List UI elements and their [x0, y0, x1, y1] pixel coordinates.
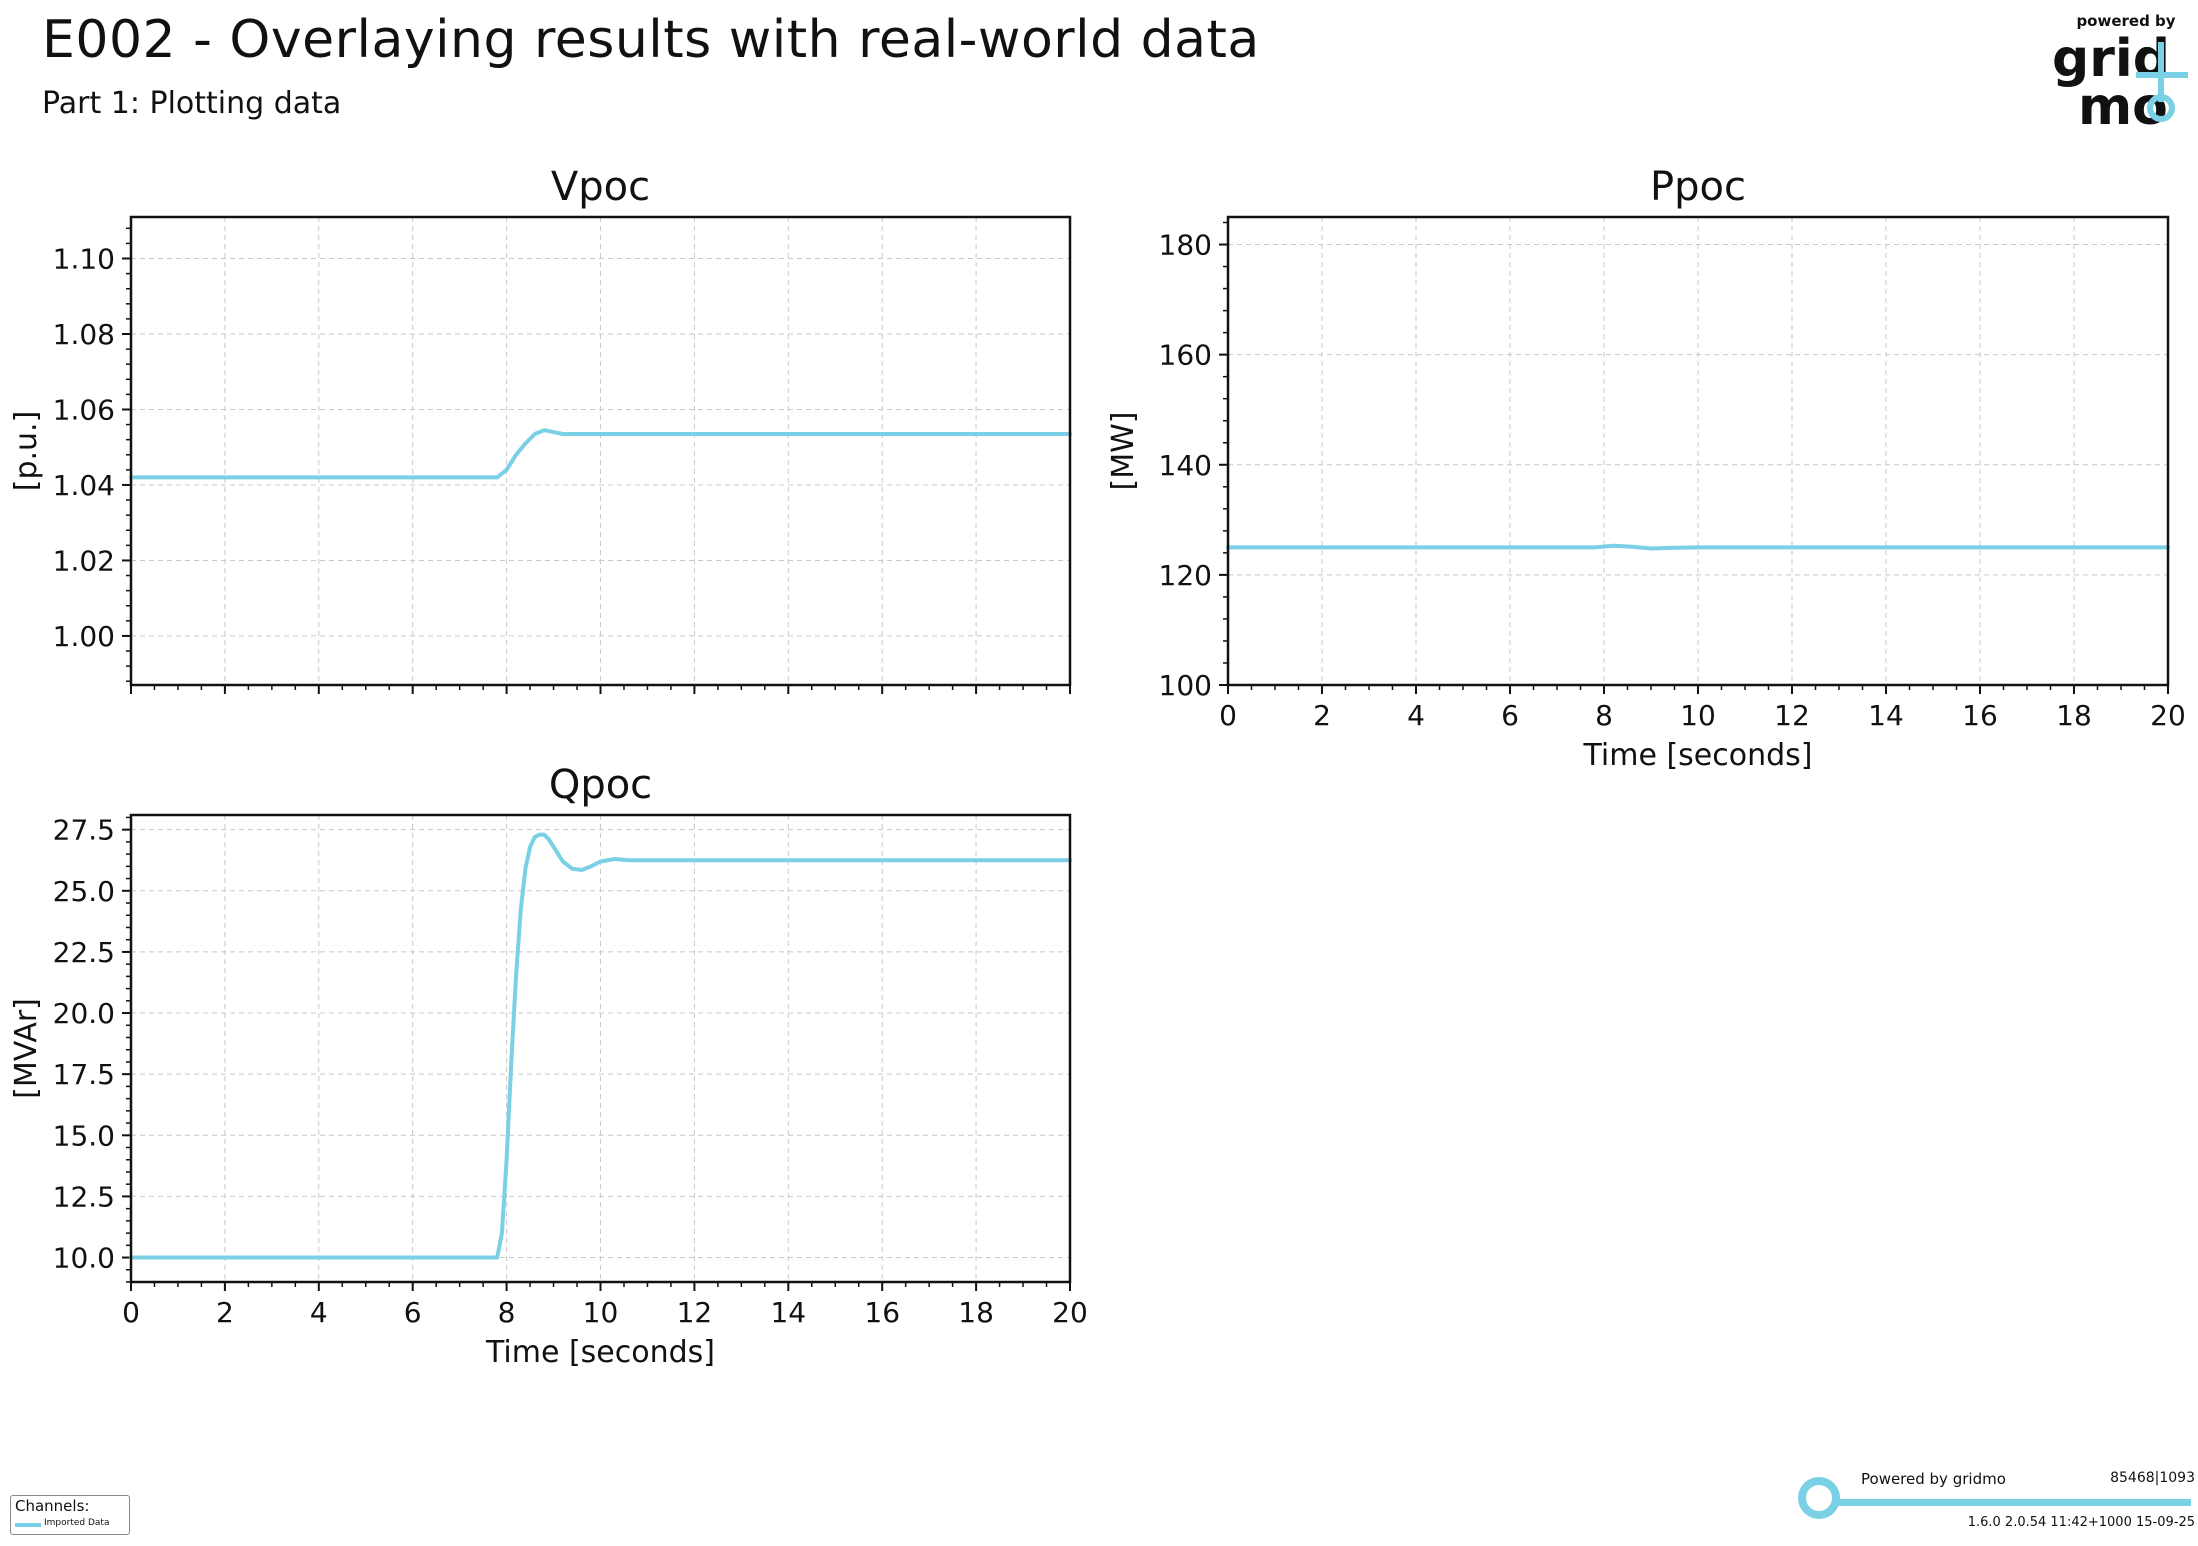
x-tick-label: 14 [1868, 699, 1904, 732]
x-tick-label: 18 [958, 1296, 994, 1329]
y-tick-label: 160 [1159, 339, 1212, 372]
x-axis-label: Time [seconds] [485, 1335, 715, 1370]
y-tick-label: 1.02 [53, 544, 115, 577]
y-tick-label: 17.5 [53, 1058, 115, 1091]
x-tick-label: 20 [2150, 699, 2186, 732]
grid [1227, 217, 2169, 686]
y-tick-label: 1.10 [53, 243, 115, 276]
x-tick-label: 2 [216, 1296, 234, 1329]
x-tick-label: 18 [2056, 699, 2092, 732]
y-tick-label: 140 [1159, 449, 1212, 482]
plot-frame [129, 215, 1072, 687]
y-tick-label: 10.0 [53, 1242, 115, 1275]
y-tick-label: 180 [1159, 229, 1212, 262]
y-tick-label: 20.0 [53, 997, 115, 1030]
footer-credit: Powered by gridmo [1861, 1470, 2006, 1488]
series-line [129, 832, 1072, 1260]
y-tick-label: 1.06 [53, 393, 115, 426]
legend: Channels: Imported Data [10, 1495, 130, 1535]
chart-title: Qpoc [549, 762, 652, 808]
x-tick-label: 0 [1219, 699, 1237, 732]
page-subtitle: Part 1: Plotting data [42, 86, 342, 121]
footer-id: 85468|1093 [2110, 1470, 2195, 1486]
grid [130, 217, 1071, 685]
legend-swatch [15, 1523, 41, 1527]
footer: Powered by gridmo 85468|1093 1.6.0 2.0.5… [1795, 1465, 2195, 1540]
legend-item: Imported Data [44, 1518, 110, 1528]
plot-frame [129, 813, 1072, 1284]
x-tick-label: 0 [122, 1296, 140, 1329]
chart-title: Vpoc [551, 164, 650, 210]
x-tick-label: 20 [1052, 1296, 1088, 1329]
x-tick-label: 4 [1407, 699, 1425, 732]
svg-text:powered by: powered by [2076, 12, 2175, 30]
y-tick-label: 100 [1159, 669, 1212, 702]
chart-2: 0 2 4 6 8 10 12 14 16 18 20 10.0 12.5 15.0 17.5 20.0 22.… [9, 762, 1088, 1370]
y-tick-label: 1.04 [53, 469, 115, 502]
x-tick-label: 6 [1501, 699, 1519, 732]
x-tick-label: 14 [770, 1296, 806, 1329]
footer-ring-icon [1798, 1477, 1840, 1519]
x-tick-label: 4 [310, 1296, 328, 1329]
y-axis-label: [MW] [1106, 412, 1141, 491]
x-axis-label: Time [seconds] [1583, 738, 1813, 773]
gridmo-logo: powered by grid mo [2052, 12, 2188, 130]
y-tick-label: 1.08 [53, 318, 115, 351]
x-tick-label: 2 [1313, 699, 1331, 732]
chart-1: 0 2 4 6 8 10 12 14 16 18 20 100 120 140 160 180 Ppoc [MW]… [1106, 164, 2186, 773]
footer-version: 1.6.0 2.0.54 11:42+1000 15-09-25 [1967, 1515, 2195, 1530]
y-tick-label: 12.5 [53, 1180, 115, 1213]
y-tick-label: 22.5 [53, 936, 115, 969]
x-tick-label: 12 [1774, 699, 1810, 732]
x-tick-label: 16 [864, 1296, 900, 1329]
x-tick-label: 8 [498, 1296, 516, 1329]
svg-text:grid: grid [2052, 29, 2170, 89]
plot-frame [1226, 215, 2170, 687]
y-tick-label: 1.00 [53, 620, 115, 653]
x-tick-label: 12 [677, 1296, 713, 1329]
y-tick-label: 25.0 [53, 875, 115, 908]
chart-0: 1.00 1.02 1.04 1.06 1.08 1.10 Vpoc [p.u.] [9, 164, 1072, 694]
series-line [1226, 543, 2170, 551]
grid [130, 815, 1071, 1282]
legend-title: Channels: [15, 1497, 90, 1515]
x-tick-label: 10 [583, 1296, 619, 1329]
x-tick-label: 16 [1962, 699, 1998, 732]
x-tick-label: 8 [1595, 699, 1613, 732]
y-axis-label: [MVAr] [9, 998, 44, 1099]
page-title: E002 - Overlaying results with real-worl… [42, 10, 1260, 70]
x-tick-label: 6 [404, 1296, 422, 1329]
chart-title: Ppoc [1650, 164, 1746, 210]
y-tick-label: 15.0 [53, 1119, 115, 1152]
y-tick-label: 120 [1159, 559, 1212, 592]
footer-bar [1829, 1499, 2191, 1506]
y-axis-label: [p.u.] [9, 411, 44, 492]
y-tick-label: 27.5 [53, 814, 115, 847]
series-line [129, 428, 1072, 480]
x-tick-label: 10 [1680, 699, 1716, 732]
